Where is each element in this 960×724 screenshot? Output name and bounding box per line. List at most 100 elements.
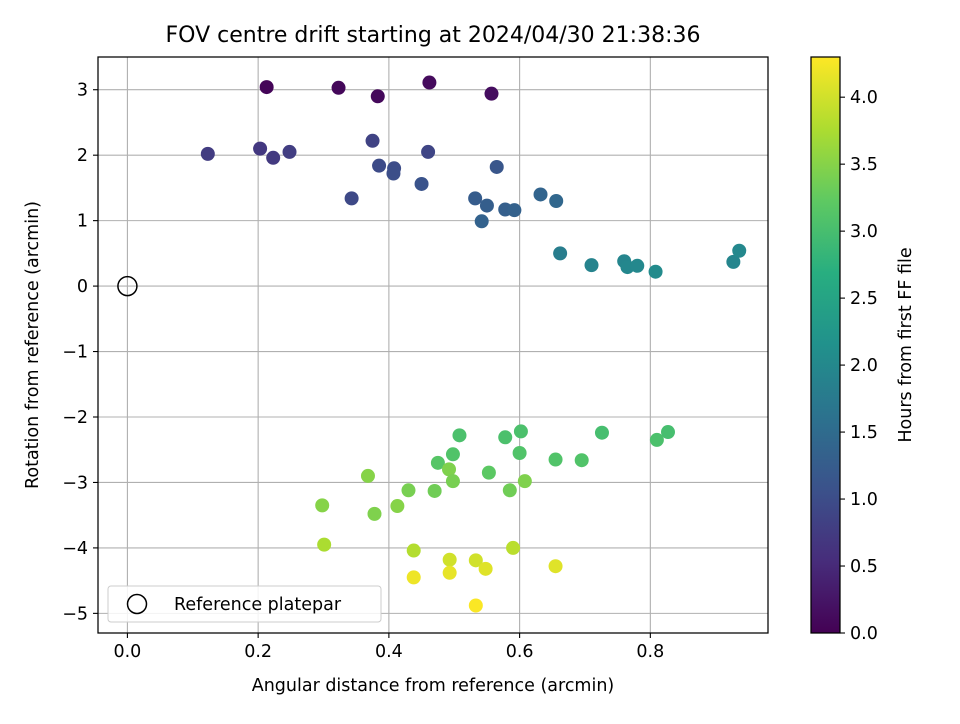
y-tick-label: −3 (62, 473, 88, 493)
y-tick-label: 2 (77, 146, 88, 166)
colorbar-label: Hours from first FF file (896, 247, 916, 442)
data-point (549, 194, 564, 208)
chart-title: FOV centre drift starting at 2024/04/30 … (166, 23, 701, 48)
data-point (421, 144, 436, 159)
legend: Reference platepar (107, 585, 382, 623)
data-point (479, 198, 494, 213)
data-point (442, 565, 457, 580)
data-point (442, 552, 457, 567)
data-point (406, 543, 421, 558)
data-point (468, 191, 483, 206)
y-axis-label: Rotation from reference (arcmin) (23, 201, 43, 489)
data-point (427, 483, 442, 498)
colorbar-gradient (810, 56, 841, 634)
data-point (360, 468, 375, 483)
data-point (430, 455, 445, 470)
y-tick-label: 1 (77, 212, 88, 232)
colorbar-tick-label: 4.0 (850, 88, 878, 108)
data-point (474, 214, 489, 229)
reference-point-marker (117, 275, 138, 297)
data-point (282, 144, 297, 159)
colorbar-tick-label: 0.5 (850, 557, 878, 577)
data-point (365, 133, 380, 148)
data-point (259, 80, 274, 95)
x-axis-label: Angular distance from reference (arcmin) (252, 676, 615, 696)
legend-label-reference: Reference platepar (174, 595, 342, 615)
data-point (594, 425, 609, 440)
colorbar-tick-label: 1.0 (850, 490, 878, 510)
data-point (468, 553, 483, 568)
data-point (344, 191, 359, 206)
legend-marker-reference (126, 593, 148, 615)
points-layer (117, 75, 747, 613)
y-tick-label: −2 (62, 408, 88, 428)
colorbar-tick-label: 2.0 (850, 356, 878, 376)
colorbar-ticks: 0.0 0.5 1.0 1.5 2.0 2.5 3.0 3.5 4.0 (840, 88, 878, 644)
colorbar-tick-label: 0.0 (850, 624, 878, 644)
data-point (732, 243, 747, 258)
data-point (648, 264, 663, 279)
data-point (484, 86, 499, 101)
data-point (513, 424, 528, 439)
data-point (253, 141, 268, 156)
colorbar-tick-label: 3.5 (850, 155, 878, 175)
colorbar-tick-label: 3.0 (850, 222, 878, 242)
data-point (422, 75, 437, 90)
data-point (512, 446, 527, 460)
data-point (481, 465, 496, 480)
data-point (502, 483, 517, 498)
data-point (498, 430, 513, 445)
data-point (548, 452, 563, 467)
data-point (468, 598, 483, 613)
data-point (478, 561, 493, 576)
data-point (517, 474, 532, 489)
data-point (445, 474, 460, 489)
y-tick-label: −5 (62, 604, 88, 624)
data-point (553, 246, 568, 261)
data-point (200, 146, 215, 161)
data-point (489, 159, 504, 174)
data-point (315, 498, 330, 513)
data-point (507, 203, 522, 218)
y-tick-label: 0 (77, 277, 88, 297)
data-point (401, 483, 416, 498)
data-point (574, 453, 589, 468)
data-point (445, 447, 460, 462)
data-point (367, 506, 382, 521)
data-point (584, 258, 599, 273)
data-point (386, 166, 401, 181)
data-point (548, 559, 563, 574)
colorbar: 0.0 0.5 1.0 1.5 2.0 2.5 3.0 3.5 4.0 Hours from f… (810, 56, 916, 644)
data-point (414, 176, 429, 191)
x-tick-label: 0.8 (636, 642, 664, 662)
data-point (370, 89, 385, 104)
data-point (630, 258, 645, 273)
y-tick-label: −1 (62, 343, 88, 363)
data-point (266, 150, 281, 165)
y-tick-label: −4 (62, 539, 88, 559)
data-point (649, 432, 664, 447)
data-point (726, 254, 741, 269)
plot-frame (97, 56, 769, 634)
x-tick-label: 0.4 (375, 642, 403, 662)
x-tick-label: 0.2 (244, 642, 272, 662)
data-point (452, 428, 467, 443)
data-point (442, 462, 457, 477)
data-point (331, 80, 346, 95)
colorbar-tick-label: 2.5 (850, 289, 878, 309)
data-point (406, 570, 421, 585)
data-point (533, 187, 548, 202)
data-point (390, 499, 405, 514)
data-point (317, 537, 332, 552)
x-tick-label: 0.6 (506, 642, 534, 662)
x-tick-label: 0.0 (113, 642, 141, 662)
data-point (372, 158, 387, 173)
legend-frame (107, 585, 382, 623)
axis-layer: 0.0 0.2 0.4 0.6 0.8 3 2 1 0 −1 −2 −3 −4 −5 (62, 81, 664, 662)
grid-layer (98, 57, 768, 633)
data-point (660, 425, 675, 440)
y-tick-label: 3 (77, 81, 88, 101)
data-point (506, 540, 521, 555)
